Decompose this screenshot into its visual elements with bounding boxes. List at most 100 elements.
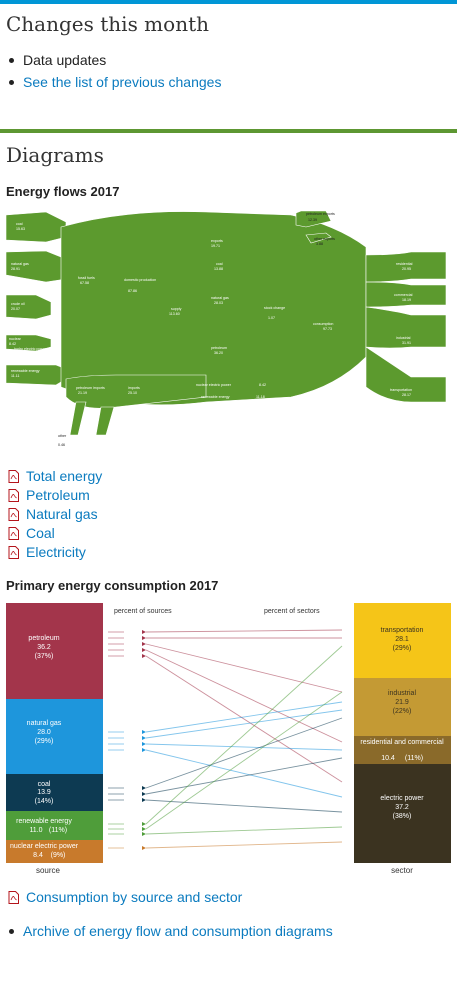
flow-line (145, 799, 343, 813)
electricity-link[interactable]: Electricity (26, 544, 86, 560)
pdf-link-total-energy[interactable]: Total energy (8, 467, 102, 486)
svg-text:8.42: 8.42 (9, 342, 16, 346)
source-value-petroleum: 36.2 (37, 644, 51, 651)
label-exports: exports (211, 239, 223, 243)
pdf-link-petroleum[interactable]: Petroleum (8, 486, 102, 505)
sector-pct-transportation: (29%) (393, 645, 412, 652)
flow-line (145, 691, 343, 830)
source-name-renewable: renewable energy (16, 818, 72, 825)
sector-block-transportation (354, 603, 451, 678)
label-stock-change: stock change (264, 306, 285, 310)
flow-line (145, 649, 343, 743)
primary-consumption-diagram[interactable]: percent of sources percent of sectors pe… (6, 602, 451, 876)
pdf-link-natural-gas[interactable]: Natural gas (8, 505, 102, 524)
sector-block-electric-power (354, 764, 451, 863)
sector-value-residential: 10.4 (381, 755, 395, 762)
natural-gas-link[interactable]: Natural gas (26, 506, 98, 522)
svg-text:3.88: 3.88 (316, 242, 323, 246)
label-residential: residential (396, 262, 413, 266)
label-fossil-fuels: fossil fuels (78, 276, 95, 280)
svg-text:113.60: 113.60 (169, 312, 180, 316)
source-name-petroleum: petroleum (28, 635, 59, 642)
label-petroleum: petroleum (211, 346, 227, 350)
source-pct-petroleum: (37%) (35, 653, 54, 660)
flow-arrow (142, 736, 146, 740)
sector-pct-residential: (11%) (405, 755, 423, 762)
source-value-renewable: 11.0 (29, 827, 42, 834)
flow-line (145, 757, 343, 795)
label-crude-oil: crude oil (11, 302, 25, 306)
svg-text:21.19: 21.19 (78, 391, 87, 395)
archive-list: Archive of energy flow and consumption d… (8, 920, 333, 942)
flow-arrow (142, 792, 146, 796)
list-item-data-updates: Data updates (8, 49, 221, 71)
archive-link[interactable]: Archive of energy flow and consumption d… (23, 923, 333, 939)
svg-text:36.20: 36.20 (214, 351, 223, 355)
source-axis-label: source (36, 866, 61, 875)
flow-arrow (142, 786, 146, 790)
pdf-link-coal[interactable]: Coal (8, 524, 102, 543)
list-item-archive[interactable]: Archive of energy flow and consumption d… (8, 920, 333, 942)
source-block-coal (6, 774, 103, 811)
svg-text:11.11: 11.11 (11, 374, 19, 378)
top-accent-bar (0, 0, 457, 4)
pdf-link-consumption[interactable]: Consumption by source and sector (8, 888, 242, 907)
svg-text:31.91: 31.91 (402, 341, 411, 345)
flow-line (145, 655, 343, 783)
sector-value-industrial: 21.9 (395, 699, 409, 706)
source-block-renewable (6, 811, 103, 840)
coal-link[interactable]: Coal (26, 525, 55, 541)
sector-name-electric-power: electric power (380, 795, 424, 802)
primary-consumption-title: Primary energy consumption 2017 (6, 578, 219, 593)
svg-text:20.95: 20.95 (402, 267, 411, 271)
sector-value-electric-power: 37.2 (395, 804, 409, 811)
petroleum-link[interactable]: Petroleum (26, 487, 90, 503)
svg-text:1.07: 1.07 (268, 316, 275, 320)
label-coal: coal (16, 222, 23, 226)
svg-text:15.63: 15.63 (16, 227, 25, 231)
label-renewable: renewable energy (11, 369, 40, 373)
flow-arrow (142, 748, 146, 752)
sector-name-industrial: industrial (388, 690, 416, 697)
source-value-coal: 13.9 (37, 789, 51, 796)
svg-text:8.42: 8.42 (259, 383, 266, 387)
flow-line (145, 749, 343, 798)
flow-arrow (142, 742, 146, 746)
energy-flows-diagram[interactable]: petroleum exports 12.39 other exports 3.… (6, 207, 451, 457)
flow-arrow (142, 730, 146, 734)
source-name-coal: coal (38, 781, 51, 788)
sector-block-residential-commercial (354, 736, 451, 764)
consumption-by-source-link[interactable]: Consumption by source and sector (26, 889, 243, 905)
diagrams-heading: Diagrams (6, 143, 104, 167)
header-percent-sources: percent of sources (114, 608, 172, 615)
flow-arrow (142, 630, 146, 634)
label-nuclear-electric: nuclear electric power (196, 383, 232, 387)
previous-changes-link[interactable]: See the list of previous changes (23, 74, 222, 90)
label-transportation: transportation (390, 388, 412, 392)
flow-line (145, 743, 343, 751)
sector-pct-electric-power: (38%) (393, 813, 412, 820)
svg-text:18.19: 18.19 (402, 298, 411, 302)
pdf-link-electricity[interactable]: Electricity (8, 543, 102, 562)
consumption-pdf-links: Consumption by source and sector (8, 888, 242, 907)
flow-arrow (142, 827, 146, 831)
sector-name-transportation: transportation (381, 627, 424, 634)
list-item-previous-changes[interactable]: See the list of previous changes (8, 71, 221, 93)
total-energy-link[interactable]: Total energy (26, 468, 103, 484)
label-coal-2: coal (216, 262, 223, 266)
label-petroleum-imports: petroleum imports (76, 386, 105, 390)
energy-flows-title: Energy flows 2017 (6, 184, 120, 199)
flow-arrow (142, 822, 146, 826)
pdf-icon (8, 508, 19, 521)
label-supply: supply (171, 307, 182, 311)
source-pct-nuclear: (9%) (51, 852, 66, 859)
svg-text:28.91: 28.91 (11, 267, 20, 271)
label-industrial: industrial (396, 336, 411, 340)
svg-text:28.03: 28.03 (214, 301, 223, 305)
svg-text:13.88: 13.88 (214, 267, 223, 271)
flow-line (145, 717, 343, 789)
changes-list: Data updates See the list of previous ch… (8, 49, 221, 93)
flow-arrow (142, 832, 146, 836)
flow-lines (108, 629, 343, 850)
energy-flow-pdf-links: Total energy Petroleum Natural gas Coal … (8, 467, 102, 562)
